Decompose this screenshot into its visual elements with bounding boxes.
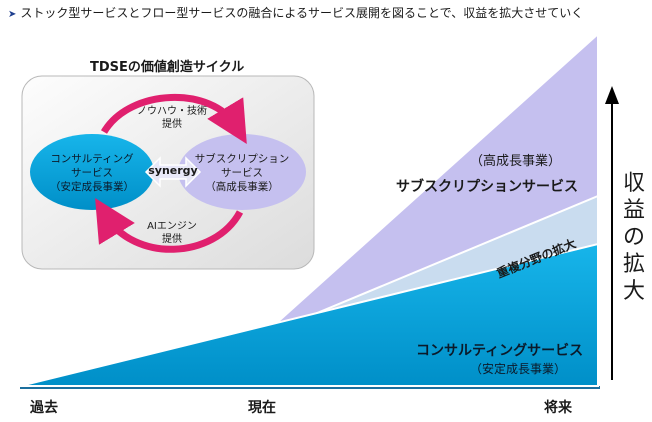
subscription-cycle-line2: サービス [221, 167, 263, 179]
consulting-cycle-line1: コンサルティング [50, 153, 134, 165]
timeline-future: 将来 [544, 400, 572, 416]
subscription-cycle-line1: サブスクリプション [194, 153, 290, 165]
subscription-ellipse [178, 134, 306, 210]
heading-text: ストック型サービスとフロー型サービスの融合によるサービス展開を図ることで、収益を… [20, 6, 584, 20]
bottom-flow-line2: 提供 [162, 234, 182, 245]
consulting-name-label: コンサルティングサービス [416, 343, 584, 359]
profit-axis-char-5: 大 [622, 279, 645, 304]
top-cycle-arrow-icon [100, 94, 247, 144]
profit-axis-char-1: 収 [622, 171, 645, 196]
consulting-cycle-line3: （安定成長事業） [50, 181, 134, 193]
synergy-label: synergy [148, 164, 198, 177]
consulting-cycle-label: コンサルティング サービス （安定成長事業） [36, 152, 148, 194]
page-heading: ➤ ストック型サービスとフロー型サービスの融合によるサービス展開を図ることで、収益… [8, 4, 583, 21]
subscription-name-label: サブスクリプションサービス [396, 179, 578, 195]
consulting-sub-label: （安定成長事業） [470, 362, 567, 376]
top-flow-line2: 提供 [162, 119, 182, 130]
subscription-cycle-line3: （高成長事業） [205, 181, 279, 193]
profit-axis-arrow-icon [605, 86, 619, 104]
consulting-ellipse [30, 134, 154, 210]
timeline-present: 現在 [248, 400, 276, 416]
profit-axis-char-3: の [622, 225, 645, 250]
timeline-past: 過去 [30, 400, 58, 416]
bottom-flow-line1: AIエンジン [147, 221, 197, 232]
subscription-cycle-label: サブスクリプション サービス （高成長事業） [186, 152, 298, 194]
bottom-flow-label: AIエンジン 提供 [132, 220, 212, 246]
bullet-arrow-icon: ➤ [8, 9, 17, 20]
baseline-bar [20, 386, 600, 389]
subscription-sub-label: （高成長事業） [470, 154, 562, 169]
bottom-cycle-arrow-icon [95, 198, 244, 253]
profit-axis-char-2: 益 [622, 198, 645, 223]
consulting-cycle-line2: サービス [71, 167, 113, 179]
synergy-arrow-icon [144, 156, 202, 188]
profit-axis-label: 収 益 の 拡 大 [620, 170, 648, 305]
top-flow-line1: ノウハウ・技術 [137, 106, 207, 117]
consulting-area [19, 242, 599, 387]
cycle-title: TDSEの価値創造サイクル [90, 60, 245, 75]
top-flow-label: ノウハウ・技術 提供 [132, 105, 212, 131]
profit-axis-char-4: 拡 [622, 252, 645, 277]
